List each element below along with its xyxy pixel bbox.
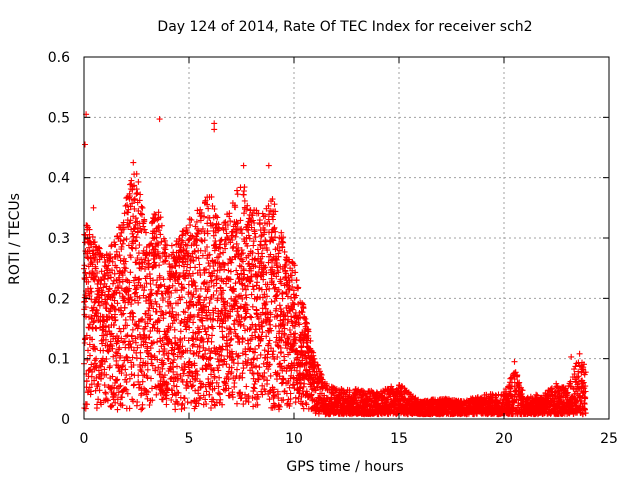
x-tick-label: 10 — [285, 431, 303, 447]
data-points — [81, 111, 589, 418]
x-tick-label: 5 — [185, 431, 194, 447]
axis-ticks: 0 5 10 15 20 25 0 0.1 0.2 0.3 0.4 0.5 0.6 — [48, 50, 618, 447]
x-axis-label: GPS time / hours — [286, 459, 403, 475]
y-tick-label: 0.5 — [48, 110, 70, 126]
y-tick-label: 0 — [61, 412, 70, 428]
roti-scatter-points — [81, 111, 589, 418]
y-tick-label: 0.4 — [48, 171, 70, 187]
y-tick-label: 0.6 — [48, 50, 70, 66]
y-tick-label: 0.2 — [48, 291, 70, 307]
x-tick-label: 0 — [80, 431, 89, 447]
x-tick-label: 25 — [600, 431, 618, 447]
y-tick-label: 0.3 — [48, 231, 70, 247]
x-tick-label: 15 — [390, 431, 408, 447]
y-tick-label: 0.1 — [48, 352, 70, 368]
chart-title: Day 124 of 2014, Rate Of TEC Index for r… — [157, 19, 532, 35]
x-tick-label: 20 — [495, 431, 513, 447]
y-axis-label: ROTI / TECUs — [7, 193, 23, 285]
